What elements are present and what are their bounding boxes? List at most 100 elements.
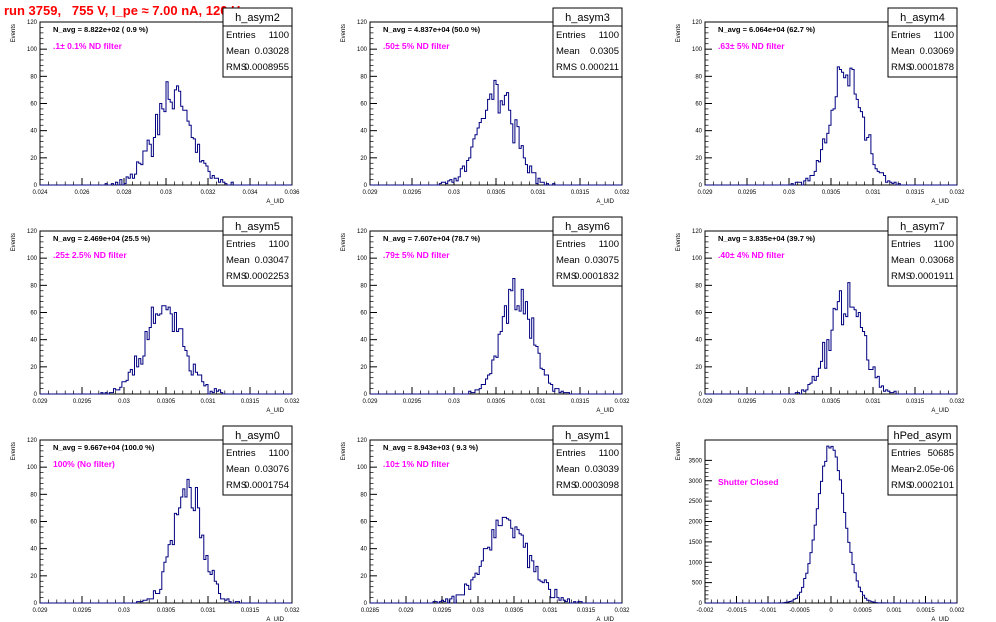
stats-entries-value: 1100 [934, 30, 954, 41]
y-tick-label: 100 [692, 47, 703, 53]
x-axis-label: A_UID [266, 199, 284, 205]
stats-box [887, 7, 958, 78]
histogram-panel-h_asym4: 0 20 40 60 80 100 120 Events 0.029 0.0295 0.03 0.03… [676, 7, 965, 205]
x-tick-label: 0.032 [614, 190, 630, 196]
x-tick-label: 0.032 [284, 608, 300, 614]
stats-entries-label: Entries [556, 448, 586, 459]
x-tick-label: 0.0295 [403, 399, 422, 405]
stats-rms-label: RMS [226, 480, 247, 491]
stats-mean-label: Mean [226, 46, 250, 57]
y-tick-label: 0 [364, 601, 368, 607]
stats-mean-label: Mean [556, 464, 580, 475]
stats-mean-label: Mean [226, 255, 250, 266]
x-tick-label: 0.029 [398, 608, 414, 614]
y-tick-label: 3500 [689, 458, 703, 464]
x-tick-label: 0.029 [362, 190, 378, 196]
stats-rms-label: RMS [556, 480, 577, 491]
y-tick-label: 60 [360, 311, 367, 317]
x-axis-label: A_UID [931, 408, 949, 414]
stats-box [887, 216, 958, 287]
y-tick-label: 40 [695, 338, 702, 344]
x-tick-label: 0.001 [886, 608, 902, 614]
y-tick-label: 80 [30, 283, 37, 289]
navg-label: N_avg = 8.822e+02 ( 0.9 %) [53, 25, 149, 34]
x-tick-label: 0.032 [949, 399, 965, 405]
y-tick-label: 500 [692, 581, 703, 587]
y-axis-label: Events [341, 24, 347, 42]
x-tick-label: 0.0015 [916, 608, 935, 614]
stats-entries-label: Entries [226, 448, 256, 459]
stats-rms-value: 0.0002253 [244, 271, 289, 282]
y-tick-label: 20 [30, 574, 37, 580]
x-axis-label: A_UID [596, 408, 614, 414]
navg-label: N_avg = 9.667e+04 (100.0 %) [53, 443, 155, 452]
y-tick-label: 40 [360, 547, 367, 553]
stats-title: h_asym6 [565, 221, 610, 233]
y-axis-label: Events [11, 442, 17, 460]
stats-title: h_asym0 [235, 430, 280, 442]
y-tick-label: 40 [30, 547, 37, 553]
stats-rms-label: RMS [891, 271, 912, 282]
y-tick-label: 0 [34, 601, 38, 607]
x-tick-label: 0.029 [697, 190, 713, 196]
y-tick-label: 120 [27, 229, 38, 235]
y-tick-label: 0 [34, 392, 38, 398]
histogram-series [370, 516, 622, 604]
y-tick-label: 2000 [689, 520, 703, 526]
y-tick-label: 80 [695, 74, 702, 80]
stats-rms-value: 0.0008955 [244, 62, 289, 73]
stats-mean-label: Mean [226, 464, 250, 475]
y-tick-label: 80 [30, 492, 37, 498]
stats-box [222, 7, 293, 78]
y-tick-label: 100 [27, 256, 38, 262]
y-tick-label: 120 [692, 229, 703, 235]
y-tick-label: 40 [360, 338, 367, 344]
stats-title: h_asym5 [235, 221, 280, 233]
stats-mean-value: 0.03076 [255, 464, 289, 475]
histogram-panel-h_asym0: 0 20 40 60 80 100 120 Events 0.029 0.0295 0.03 0.03… [11, 425, 300, 622]
y-tick-label: 120 [357, 438, 368, 444]
y-tick-label: 0 [364, 392, 368, 398]
x-tick-label: 0.002 [949, 608, 965, 614]
filter-label: .79± 5% ND filter [383, 250, 450, 260]
x-tick-label: 0.0285 [361, 608, 380, 614]
stats-entries-value: 1100 [269, 448, 289, 459]
stats-box [552, 7, 623, 78]
x-tick-label: 0.032 [284, 399, 300, 405]
y-tick-label: 2500 [689, 499, 703, 505]
x-tick-label: 0.032 [949, 190, 965, 196]
x-tick-label: 0.024 [32, 190, 48, 196]
x-tick-label: 0.032 [200, 190, 216, 196]
histogram-series [705, 445, 957, 604]
navg-label: N_avg = 8.943e+03 ( 9.3 %) [383, 443, 479, 452]
x-axis-label: A_UID [266, 408, 284, 414]
y-tick-label: 60 [360, 102, 367, 108]
filter-label: .1± 0.1% ND filter [53, 41, 123, 51]
stats-mean-label: Mean [891, 46, 915, 57]
x-tick-label: 0.031 [200, 399, 216, 405]
x-tick-label: 0.03 [118, 399, 130, 405]
x-tick-label: 0.029 [32, 399, 48, 405]
y-tick-label: 40 [360, 129, 367, 135]
histogram-panel-h_asym1: 0 20 40 60 80 100 120 Events 0.0285 0.029 0.0295 0.… [341, 425, 630, 622]
y-tick-label: 20 [695, 365, 702, 371]
stats-entries-label: Entries [891, 448, 921, 459]
x-tick-label: 0.03 [448, 399, 460, 405]
x-tick-label: 0.0305 [487, 399, 506, 405]
x-tick-label: 0.0295 [738, 190, 757, 196]
x-tick-label: 0.03 [472, 608, 484, 614]
stats-rms-value: 0.0001911 [910, 271, 954, 282]
x-tick-label: 0.0305 [822, 190, 841, 196]
histogram-panel-hPed_asym: 0 500 1000 1500 2000 2500 3000 3500 Events -0.002… [676, 425, 965, 622]
histogram-panel-h_asym5: 0 20 40 60 80 100 120 Events 0.029 0.0295 0.03 0.03… [11, 216, 300, 414]
x-tick-label: 0 [829, 608, 833, 614]
stats-mean-label: Mean [556, 255, 580, 266]
stats-title: h_asym2 [235, 12, 280, 24]
x-tick-label: 0.0295 [73, 608, 92, 614]
navg-label: N_avg = 2.469e+04 (25.5 %) [53, 234, 151, 243]
x-tick-label: 0.0005 [853, 608, 872, 614]
histogram-series [40, 305, 292, 395]
stats-entries-value: 1100 [599, 448, 619, 459]
x-tick-label: -0.0015 [726, 608, 747, 614]
histogram-panel-h_asym7: 0 20 40 60 80 100 120 Events 0.029 0.0295 0.03 0.03… [676, 216, 965, 414]
